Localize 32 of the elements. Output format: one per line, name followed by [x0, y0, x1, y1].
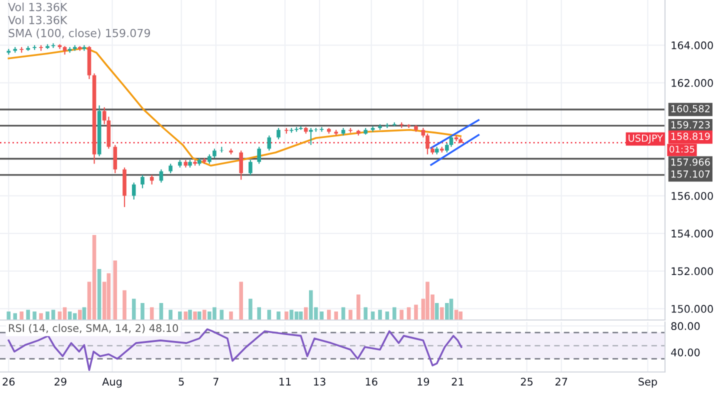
y-tick-label: 152.000 [672, 267, 713, 276]
y-tick-label: 162.000 [672, 79, 713, 87]
x-tick-label: 13 [314, 378, 326, 386]
y-tick-label: 80.00 [671, 322, 700, 330]
annotation: RSI (14, close, SMA, 14, 2) 48.10 [9, 324, 178, 334]
x-tick-label: 27 [556, 378, 568, 386]
ref-line-label: 160.582 [671, 104, 710, 112]
x-tick-label: 7 [213, 378, 218, 386]
x-tick-label: 16 [366, 378, 378, 386]
x-tick-label: Sep [638, 378, 657, 388]
y-tick-label: 164.000 [672, 41, 713, 50]
annotation: Vol 13.36K [8, 2, 68, 12]
annotation: SMA (100, close) 159.079 [8, 28, 150, 39]
y-tick-label: 40.00 [671, 348, 700, 356]
ref-line-label: 158.819 [671, 132, 710, 140]
ref-line-label: 157.107 [671, 170, 710, 178]
x-tick-label: Aug [102, 378, 122, 388]
x-tick-label: 26 [2, 378, 15, 386]
annotation: Vol 13.36K [8, 16, 68, 24]
text: 01:35 [670, 146, 694, 153]
x-tick-label: 11 [280, 378, 291, 386]
y-tick-label: 156.000 [672, 192, 713, 200]
x-tick-label: 19 [418, 378, 430, 386]
y-tick-label: 150.000 [672, 304, 713, 313]
x-tick-label: 5 [178, 378, 184, 386]
x-tick-label: 29 [54, 378, 66, 386]
ref-line-label: 157.966 [671, 158, 710, 166]
annotation: USDJPY [628, 134, 664, 144]
x-tick-label: 21 [452, 378, 464, 386]
y-tick-label: 154.000 [672, 230, 713, 238]
x-tick-label: 25 [520, 378, 533, 386]
ref-line-label: 159.723 [671, 121, 710, 129]
